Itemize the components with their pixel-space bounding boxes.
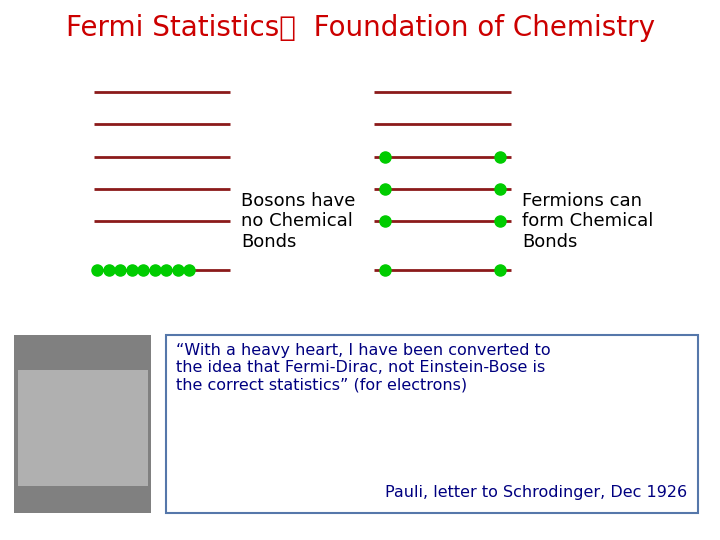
FancyBboxPatch shape: [18, 370, 148, 486]
Text: “With a heavy heart, I have been converted to
the idea that Fermi-Dirac, not Ein: “With a heavy heart, I have been convert…: [176, 343, 551, 393]
Text: Fermions can
form Chemical
Bonds: Fermions can form Chemical Bonds: [522, 192, 653, 251]
Text: Pauli, letter to Schrodinger, Dec 1926: Pauli, letter to Schrodinger, Dec 1926: [385, 484, 688, 500]
Text: Fermi Statistics：  Foundation of Chemistry: Fermi Statistics： Foundation of Chemistr…: [66, 14, 654, 42]
FancyBboxPatch shape: [14, 335, 151, 513]
Text: Bosons have
no Chemical
Bonds: Bosons have no Chemical Bonds: [241, 192, 356, 251]
FancyBboxPatch shape: [166, 335, 698, 513]
